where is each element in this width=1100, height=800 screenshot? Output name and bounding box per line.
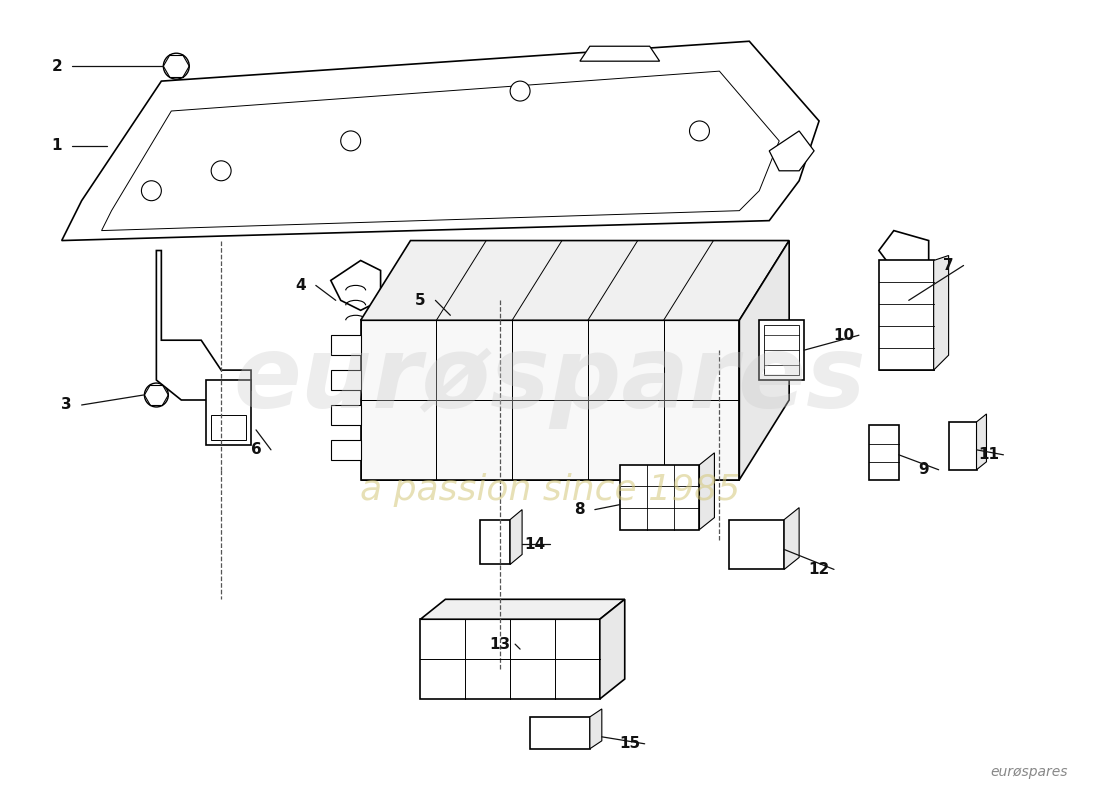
Text: 4: 4 <box>296 278 306 293</box>
Bar <box>331 440 361 460</box>
Text: 11: 11 <box>978 447 999 462</box>
Polygon shape <box>977 414 987 470</box>
Bar <box>361 320 437 400</box>
Bar <box>437 400 513 480</box>
Polygon shape <box>600 599 625 699</box>
Polygon shape <box>739 241 789 480</box>
Bar <box>513 320 587 400</box>
Bar <box>420 619 600 699</box>
Text: eurøspares: eurøspares <box>991 765 1068 778</box>
Circle shape <box>510 81 530 101</box>
Bar <box>948 422 977 470</box>
Bar <box>869 425 899 480</box>
Text: 9: 9 <box>918 462 930 478</box>
Polygon shape <box>784 508 799 570</box>
Bar <box>481 519 510 565</box>
Text: 7: 7 <box>944 258 954 273</box>
Bar <box>587 400 663 480</box>
Text: 1: 1 <box>52 138 62 154</box>
Bar <box>619 465 700 530</box>
Polygon shape <box>420 599 625 619</box>
Bar <box>361 320 739 480</box>
Circle shape <box>142 181 162 201</box>
Polygon shape <box>590 709 602 749</box>
Bar <box>211 415 246 440</box>
Bar <box>206 380 251 445</box>
Bar <box>663 320 739 400</box>
Text: 2: 2 <box>52 58 62 74</box>
Bar <box>513 400 587 480</box>
Text: eurøspares: eurøspares <box>233 331 867 429</box>
Text: 5: 5 <box>415 293 426 308</box>
Polygon shape <box>700 453 714 530</box>
Bar <box>331 370 361 390</box>
Text: 10: 10 <box>834 328 855 342</box>
Circle shape <box>144 383 168 407</box>
Circle shape <box>163 54 189 79</box>
Text: 6: 6 <box>251 442 262 458</box>
Polygon shape <box>580 46 660 61</box>
Text: 12: 12 <box>808 562 829 577</box>
Bar <box>587 320 663 400</box>
Bar <box>331 405 361 425</box>
Polygon shape <box>361 241 789 320</box>
Circle shape <box>690 121 710 141</box>
Polygon shape <box>769 131 814 170</box>
Text: 3: 3 <box>62 398 72 413</box>
Bar <box>879 261 934 370</box>
Circle shape <box>341 131 361 151</box>
Bar <box>663 400 739 480</box>
Polygon shape <box>62 42 820 241</box>
Polygon shape <box>510 510 522 565</box>
Text: 15: 15 <box>619 736 640 751</box>
Polygon shape <box>331 261 381 310</box>
Text: a passion since 1985: a passion since 1985 <box>360 473 740 506</box>
Bar <box>361 400 437 480</box>
Bar <box>764 326 799 375</box>
Polygon shape <box>156 250 251 400</box>
Text: 8: 8 <box>574 502 585 517</box>
Text: 14: 14 <box>525 537 546 552</box>
Polygon shape <box>934 255 948 370</box>
Bar <box>729 519 784 570</box>
Bar <box>530 717 590 749</box>
Bar <box>331 335 361 355</box>
Text: 13: 13 <box>490 637 510 652</box>
Bar <box>437 320 513 400</box>
Polygon shape <box>879 230 928 270</box>
Bar <box>759 320 804 380</box>
Circle shape <box>211 161 231 181</box>
